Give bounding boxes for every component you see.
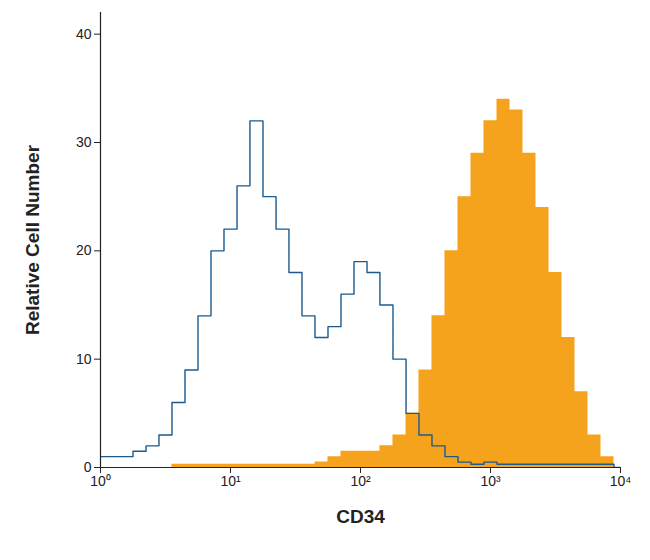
svg-text:10⁴: 10⁴ <box>610 473 632 489</box>
svg-text:10²: 10² <box>350 473 371 489</box>
svg-text:Relative Cell Number: Relative Cell Number <box>22 144 43 335</box>
svg-text:40: 40 <box>76 26 92 42</box>
svg-text:10¹: 10¹ <box>220 473 241 489</box>
svg-text:0: 0 <box>83 459 92 475</box>
svg-text:CD34: CD34 <box>336 506 385 527</box>
svg-text:20: 20 <box>76 242 92 258</box>
svg-text:30: 30 <box>76 134 92 150</box>
svg-text:10⁰: 10⁰ <box>90 473 111 489</box>
svg-text:10³: 10³ <box>480 473 501 489</box>
svg-text:10: 10 <box>76 351 92 367</box>
